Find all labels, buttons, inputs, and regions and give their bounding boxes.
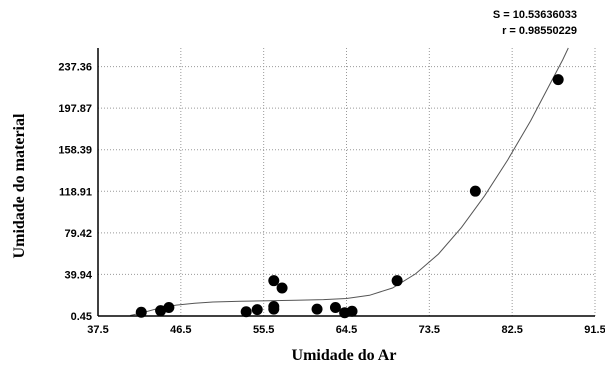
- y-tick-labels: 0.45 39.94 79.42 118.91 158.39 197.87 237.36: [58, 62, 93, 323]
- grid-lines: [98, 48, 596, 316]
- x-axis-title: Umidade do Ar: [292, 347, 397, 364]
- data-point: [311, 303, 323, 315]
- x-tick-label: 82.5: [501, 324, 522, 336]
- data-point: [268, 303, 280, 315]
- data-point: [135, 306, 147, 318]
- data-point: [163, 302, 175, 314]
- data-point: [552, 74, 564, 86]
- x-tick-label: 37.5: [87, 324, 108, 336]
- stat-s: S = 10.53636033: [493, 9, 577, 21]
- x-tick-label: 46.5: [170, 324, 191, 336]
- data-point: [268, 275, 280, 287]
- data-point: [469, 185, 481, 197]
- x-tick-label: 64.5: [336, 324, 357, 336]
- x-tick-label: 73.5: [419, 324, 440, 336]
- y-tick-label: 158.39: [58, 145, 92, 157]
- data-point: [155, 305, 167, 317]
- x-tick-label: 91.5: [584, 324, 605, 336]
- fit-curve: [130, 47, 569, 316]
- data-point: [346, 305, 358, 317]
- data-point: [329, 302, 341, 314]
- data-point: [276, 282, 288, 294]
- data-point: [240, 306, 252, 318]
- data-point: [251, 304, 263, 316]
- x-tick-labels: 37.5 46.5 55.5 64.5 73.5 82.5 91.5: [87, 324, 605, 336]
- plot-area: [98, 48, 595, 316]
- y-tick-label: 79.42: [64, 228, 92, 240]
- y-tick-label: 118.91: [59, 186, 92, 198]
- x-tick-label: 55.5: [253, 324, 274, 336]
- y-axis-title: Umidade do material: [11, 113, 28, 258]
- y-tick-label: 197.87: [58, 103, 92, 115]
- y-tick-label: 39.94: [64, 269, 92, 281]
- stat-r: r = 0.98550229: [502, 25, 577, 37]
- y-tick-label: 237.36: [58, 62, 92, 74]
- data-point: [391, 275, 403, 287]
- y-tick-label: 0.45: [71, 311, 92, 323]
